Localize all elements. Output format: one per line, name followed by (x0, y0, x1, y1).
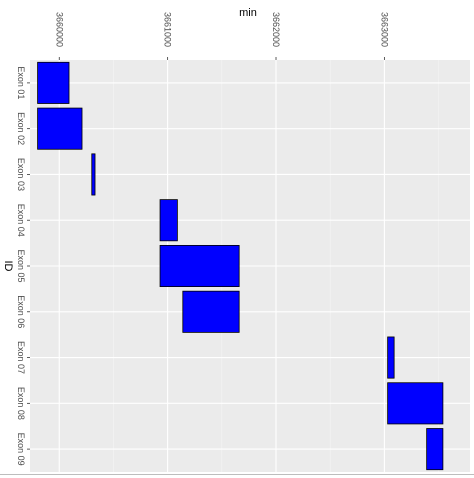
y-tick-label: Exon 06 (16, 295, 26, 328)
y-axis-ticks: Exon 01 Exon 02 Exon 03 Exon 04 Exon 05 Exon … (16, 66, 30, 466)
range-bar (37, 107, 83, 150)
y-tick-label: Exon 07 (16, 341, 26, 374)
x-axis-title: min (239, 7, 257, 19)
y-tick-label: Exon 02 (16, 112, 26, 145)
x-tick-label: 3663000 (379, 12, 389, 47)
grid-lines (30, 60, 470, 472)
y-tick-label: Exon 08 (16, 387, 26, 420)
range-bar (159, 199, 178, 242)
range-bar (37, 61, 70, 104)
range-bar (426, 428, 444, 471)
range-bar (91, 153, 96, 196)
range-bar (387, 382, 444, 425)
y-tick-label: Exon 09 (16, 433, 26, 466)
y-tick-label: Exon 04 (16, 204, 26, 237)
x-axis-ticks: 3660000 3661000 3662000 3663000 (54, 12, 389, 60)
range-bar (387, 336, 395, 379)
y-tick-label: Exon 01 (16, 66, 26, 99)
y-tick-label: Exon 05 (16, 249, 26, 282)
x-tick-label: 3661000 (163, 12, 173, 47)
y-tick-label: Exon 03 (16, 158, 26, 191)
range-bar (159, 244, 240, 287)
range-bars (37, 61, 444, 471)
x-tick-label: 3660000 (54, 12, 64, 47)
range-bar (182, 290, 240, 333)
bottom-divider (0, 474, 474, 475)
y-axis-title: ID (2, 261, 14, 272)
x-tick-label: 3662000 (271, 12, 281, 47)
